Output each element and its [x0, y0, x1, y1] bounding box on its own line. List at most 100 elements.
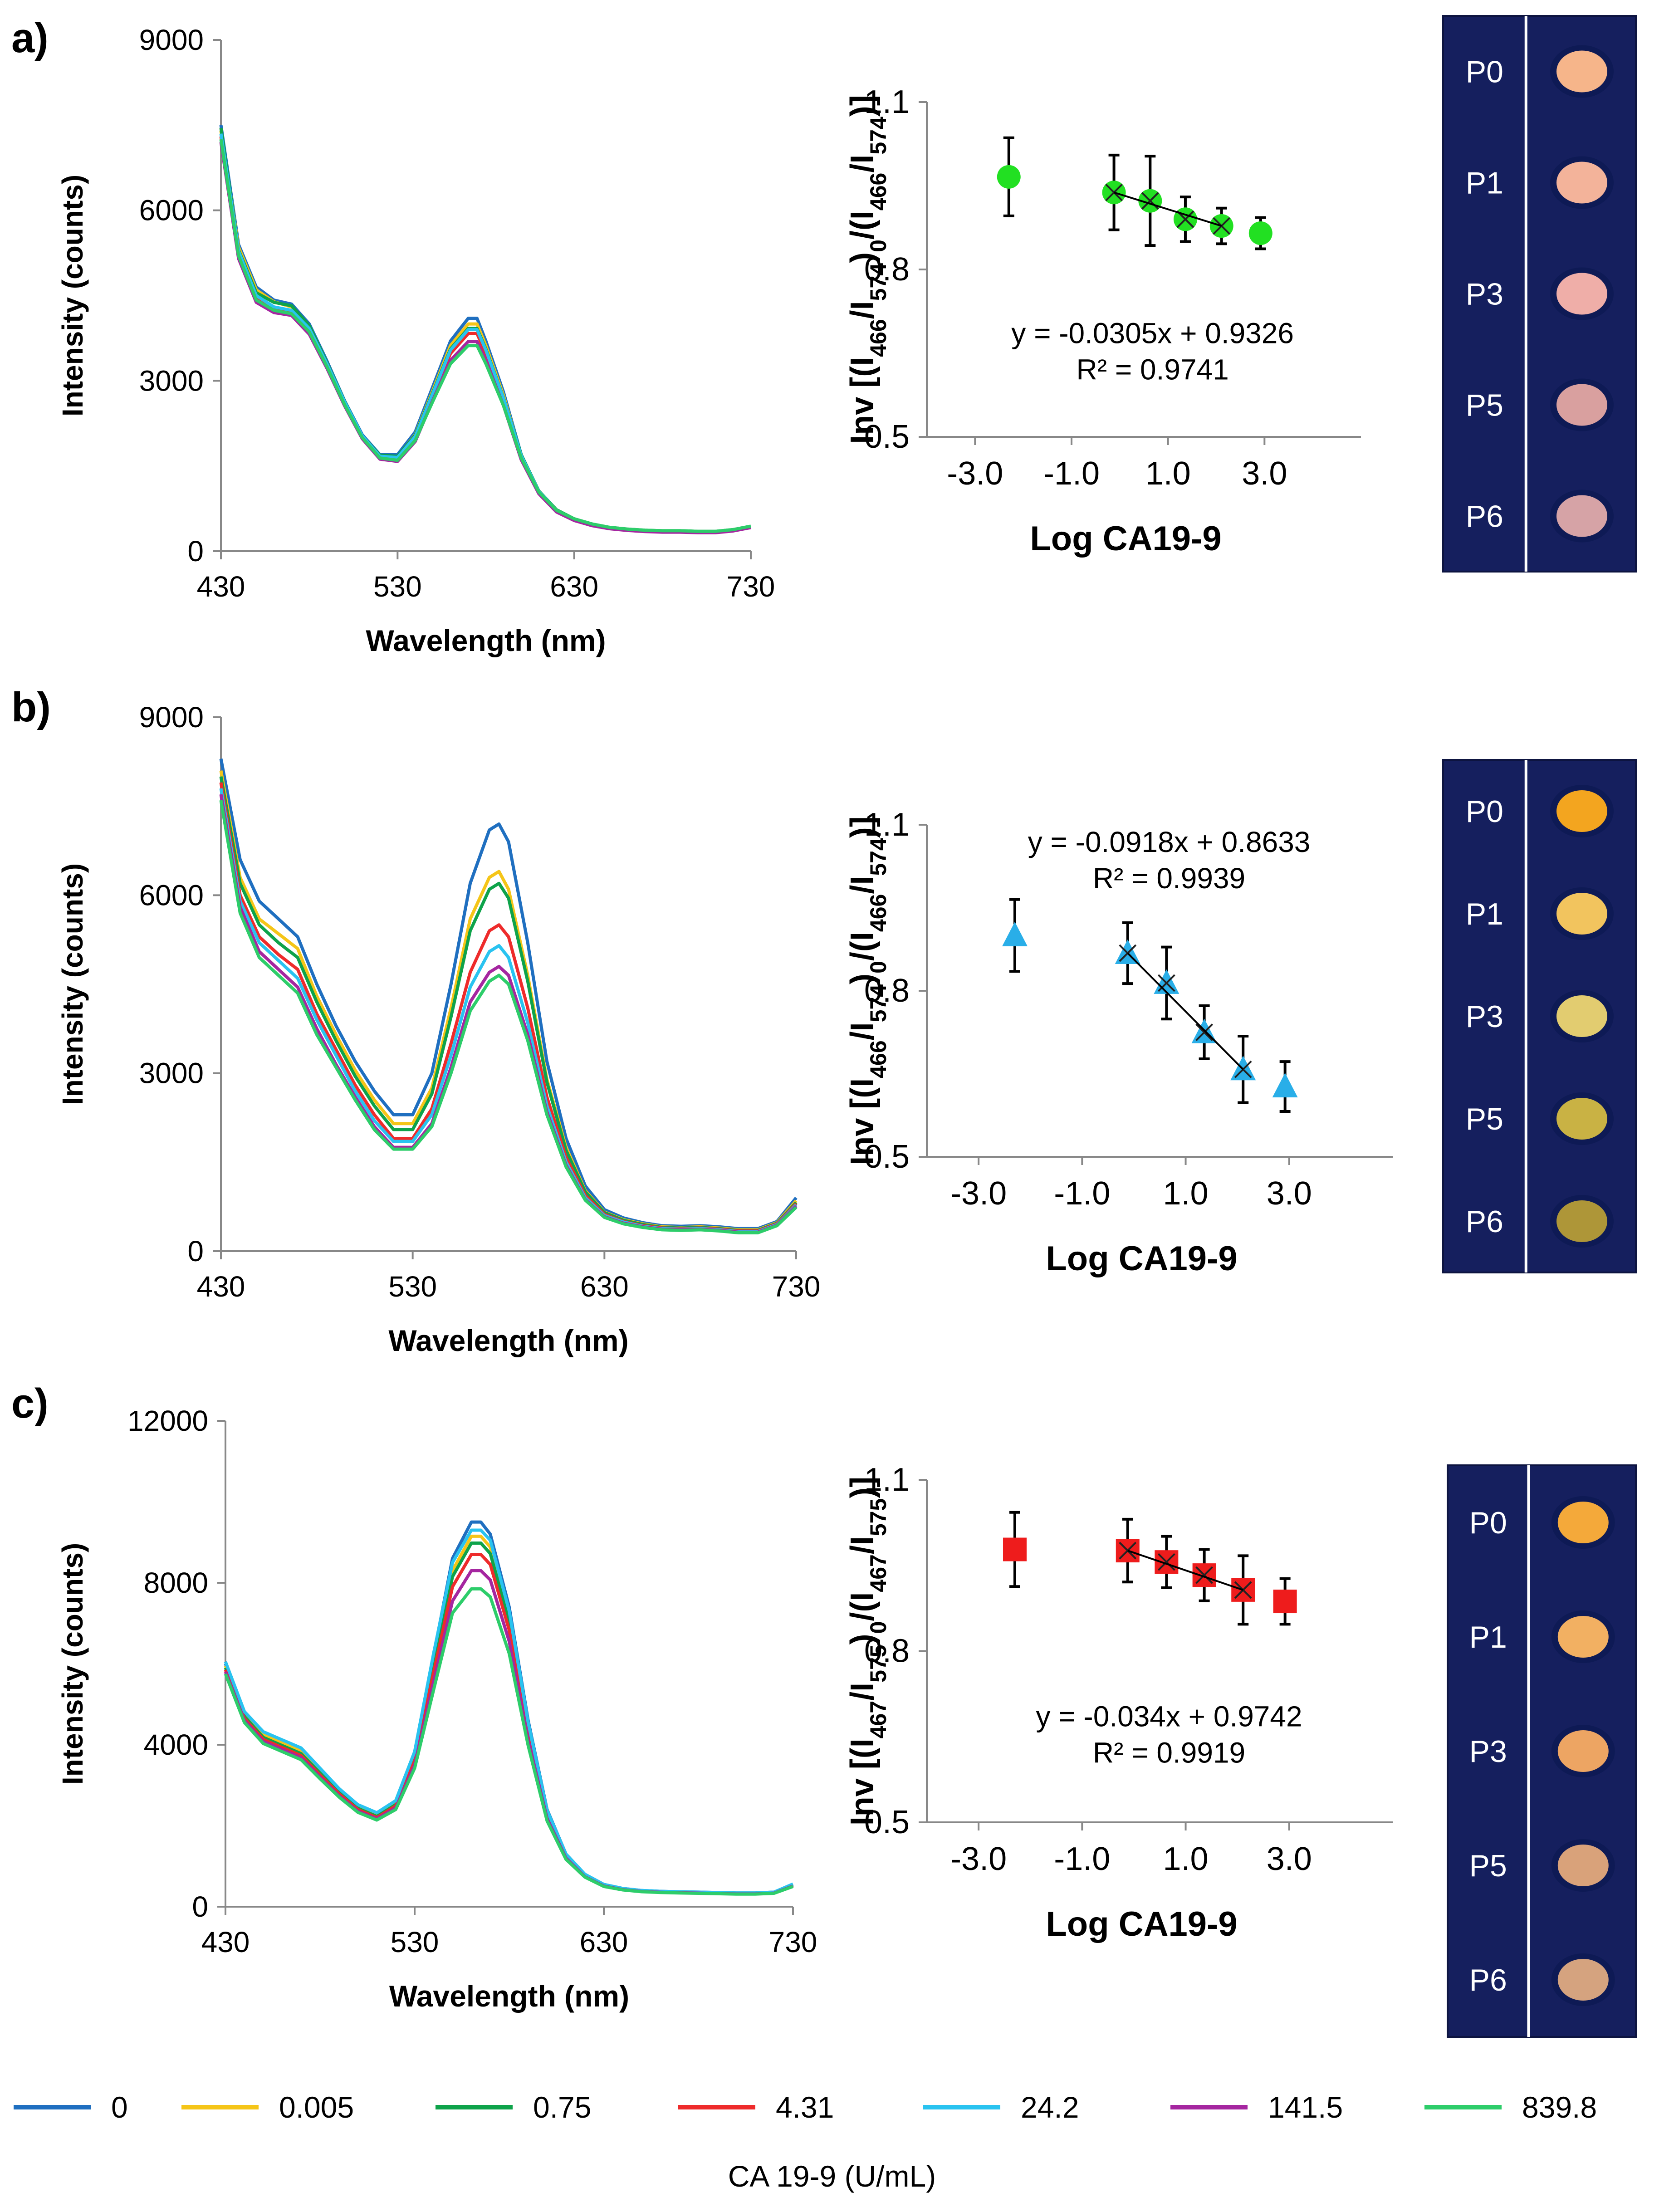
- y-axis-title: Inv [(I466/I574)0/(I466/I574)]: [844, 816, 891, 1165]
- well-label: P5: [1466, 1102, 1503, 1136]
- data-point: [1002, 922, 1028, 946]
- y-tick-label: 0.8: [864, 251, 910, 288]
- y-tick-label: 4000: [144, 1728, 208, 1761]
- fit-point-mark: [1195, 1566, 1214, 1584]
- trend-line: [1113, 191, 1222, 227]
- series-line-0.005: [224, 1534, 794, 1895]
- y-tick-label: 3000: [139, 364, 204, 397]
- series-line-24.2: [219, 133, 751, 533]
- x-tick-label: -1.0: [1054, 1841, 1110, 1877]
- x-tick-label: 430: [201, 1926, 250, 1958]
- panel-label-c: c): [11, 1380, 49, 1427]
- well-label: P5: [1469, 1849, 1507, 1883]
- well-sample: [1556, 273, 1607, 315]
- well-sample: [1556, 50, 1607, 93]
- x-tick-label: -1.0: [1043, 455, 1100, 492]
- fit-point-mark: [1157, 974, 1175, 992]
- y-tick-label: 0.8: [864, 973, 910, 1009]
- data-point: [1003, 1537, 1027, 1561]
- well-photo-panel-2: P0 P1 P3 P5 P6: [1447, 1464, 1637, 2038]
- well-label: P1: [1466, 166, 1503, 201]
- well-label: P3: [1466, 999, 1503, 1034]
- legend-label: 0.005: [279, 2090, 354, 2124]
- legend: 0 0.005 0.75 4.31 24.2 141.5 839.8 CA 19-9 (U/m…: [14, 2090, 1597, 2193]
- y-tick-label: 8000: [144, 1566, 208, 1599]
- x-tick-label: 530: [373, 570, 422, 603]
- y-axis-title: Inv [(I466/I574)0/(I466/I574)]: [844, 95, 891, 444]
- x-axis-title: Wavelength (nm): [389, 1979, 629, 2013]
- series-line-4.31: [219, 136, 751, 534]
- y-tick-label: 9000: [139, 24, 204, 56]
- legend-label: 141.5: [1268, 2090, 1343, 2124]
- y-tick-label: 0: [192, 1890, 208, 1923]
- well-sample: [1557, 1616, 1609, 1658]
- series-line-839.8: [224, 1587, 794, 1896]
- fit-equation: y = -0.034x + 0.9742: [1036, 1700, 1302, 1733]
- y-tick-label: 6000: [139, 879, 204, 911]
- y-tick-label: 1.1: [864, 84, 910, 120]
- legend-label: 4.31: [776, 2090, 834, 2124]
- well-label: P3: [1466, 277, 1503, 312]
- x-tick-label: -3.0: [950, 1841, 1007, 1877]
- series-line-0.75: [224, 1542, 794, 1895]
- data-point: [1248, 221, 1272, 245]
- data-point: [1115, 940, 1140, 964]
- y-tick-label: 0.8: [864, 1633, 910, 1669]
- panel-label-b: b): [11, 684, 51, 730]
- series-line-0.75: [219, 127, 751, 533]
- x-tick-label: -1.0: [1054, 1175, 1110, 1212]
- series-line-0: [224, 1520, 794, 1895]
- data-point: [1273, 1590, 1297, 1614]
- well-label: P6: [1466, 499, 1503, 534]
- calibration-chart-1: 0.5 0.8 1.1 -3.0 -1.0 1.0 3.0 y = -0.0918x + 0.…: [844, 807, 1393, 1278]
- x-tick-label: -3.0: [950, 1175, 1007, 1212]
- x-tick-label: 3.0: [1267, 1841, 1312, 1877]
- y-tick-label: 12000: [127, 1405, 208, 1437]
- y-axis-title: Intensity (counts): [56, 1543, 89, 1785]
- well-sample: [1557, 1845, 1609, 1886]
- spectrum-chart-1: 0 3000 6000 9000 430 530 630 730 Wavelength (nm)…: [56, 701, 820, 1357]
- x-tick-label: 430: [197, 1270, 245, 1303]
- well-photo-panel-0: P0 P1 P3 P5 P6: [1442, 15, 1637, 573]
- legend-label: 0: [111, 2090, 128, 2124]
- fit-point-mark: [1157, 1553, 1175, 1571]
- well-sample: [1557, 1959, 1609, 2001]
- y-axis-title: Intensity (counts): [56, 863, 89, 1105]
- y-tick-label: 1.1: [864, 1462, 910, 1498]
- well-label: P0: [1469, 1506, 1507, 1540]
- y-tick-label: 0: [187, 1235, 204, 1267]
- x-tick-label: 730: [772, 1270, 821, 1303]
- fit-r-squared: R² = 0.9919: [1093, 1737, 1245, 1769]
- fit-point-mark: [1195, 1023, 1214, 1041]
- well-sample: [1556, 161, 1607, 204]
- data-point: [1230, 1056, 1256, 1081]
- well-label: P5: [1466, 388, 1503, 423]
- data-point: [1272, 1073, 1298, 1098]
- x-axis-title: Log CA19-9: [1046, 1239, 1237, 1278]
- calibration-chart-2: 0.5 0.8 1.1 -3.0 -1.0 1.0 3.0 y = -0.034x + 0.9…: [844, 1462, 1393, 1943]
- trend-line: [1127, 952, 1244, 1070]
- fit-equation: y = -0.0305x + 0.9326: [1011, 317, 1294, 349]
- well-sample: [1557, 1730, 1609, 1772]
- series-line-0.005: [219, 130, 751, 534]
- fit-point-mark: [1119, 1542, 1137, 1560]
- y-tick-label: 6000: [139, 194, 204, 227]
- fit-point-mark: [1105, 183, 1123, 201]
- x-axis-title: Log CA19-9: [1046, 1905, 1237, 1943]
- data-point: [997, 165, 1021, 189]
- y-tick-label: 0: [187, 535, 204, 568]
- x-tick-label: 1.0: [1163, 1175, 1209, 1212]
- y-tick-label: 9000: [139, 701, 204, 734]
- x-tick-label: 530: [391, 1926, 439, 1958]
- x-tick-label: 630: [550, 570, 598, 603]
- x-tick-label: 630: [580, 1270, 629, 1303]
- x-tick-label: 1.0: [1145, 455, 1191, 492]
- series-line-24.2: [224, 1528, 794, 1895]
- fit-point-mark: [1213, 217, 1231, 235]
- data-point: [1154, 969, 1179, 994]
- y-tick-label: 0.5: [864, 1139, 910, 1175]
- fit-r-squared: R² = 0.9741: [1077, 353, 1229, 386]
- panel-label-a: a): [11, 15, 49, 61]
- y-tick-label: 3000: [139, 1057, 204, 1090]
